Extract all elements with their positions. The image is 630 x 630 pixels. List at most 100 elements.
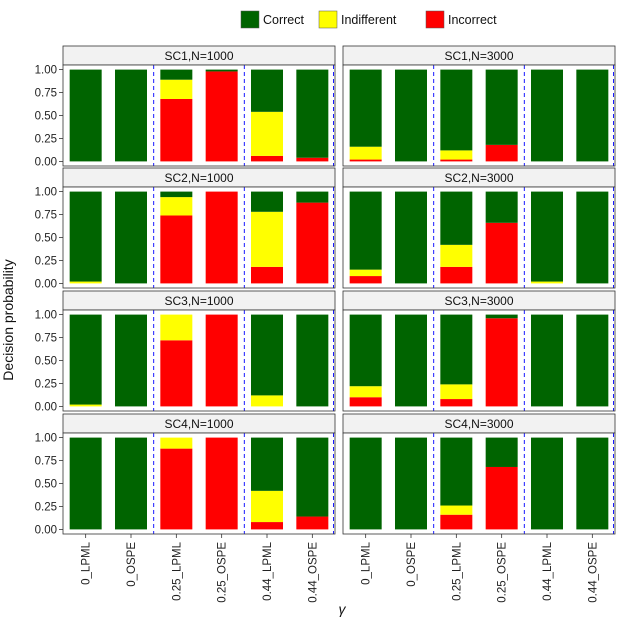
bar-incorrect-0.25_OSPE xyxy=(205,191,238,284)
bar-correct-0.44_LPML xyxy=(531,69,563,162)
bar-correct-0.25_LPML xyxy=(440,191,473,245)
bar-indifferent-0.44_LPML xyxy=(251,211,283,267)
bar-correct-0_OSPE xyxy=(395,314,427,407)
bar-indifferent-0.25_LPML xyxy=(440,150,473,160)
bar-correct-0.44_LPML xyxy=(251,69,283,112)
panel-border xyxy=(342,64,616,167)
bar-correct-0.44_LPML xyxy=(531,314,563,407)
bar-correct-0.44_OSPE xyxy=(296,314,329,407)
bar-indifferent-0.25_LPML xyxy=(160,437,193,449)
bar-correct-0.25_LPML xyxy=(440,314,473,385)
bar-correct-0.44_OSPE xyxy=(576,191,609,284)
bar-correct-0_OSPE xyxy=(115,191,147,284)
panel-label: SC4,N=3000 xyxy=(444,417,513,431)
y-tick-label: 0.75 xyxy=(35,333,57,345)
y-tick-label: 0.25 xyxy=(35,378,57,390)
panel-border xyxy=(342,432,616,535)
bar-incorrect-0_LPML xyxy=(349,397,382,407)
y-tick-label: 1.00 xyxy=(35,433,57,445)
bar-incorrect-0.44_OSPE xyxy=(296,202,329,284)
bar-correct-0_OSPE xyxy=(395,437,427,530)
bar-incorrect-0.44_LPML xyxy=(251,522,283,530)
bar-indifferent-0.25_LPML xyxy=(160,197,193,216)
bar-correct-0.44_LPML xyxy=(531,437,563,530)
bar-correct-0.25_OSPE xyxy=(485,191,518,223)
bar-correct-0.44_OSPE xyxy=(296,437,329,517)
bar-correct-0_OSPE xyxy=(395,69,427,162)
y-axis-title: Decision probability xyxy=(0,259,16,380)
y-tick-label: 0.50 xyxy=(35,356,57,368)
panel-border xyxy=(342,186,616,289)
x-tick-label: 0.25_OSPE xyxy=(497,542,509,603)
bar-correct-0_LPML xyxy=(349,69,382,147)
bar-incorrect-0.25_LPML xyxy=(440,266,473,284)
panel-label: SC2,N=1000 xyxy=(164,171,233,185)
bar-correct-0.44_OSPE xyxy=(576,437,609,530)
bar-indifferent-0.44_LPML xyxy=(531,281,563,284)
bar-correct-0.44_LPML xyxy=(251,437,283,491)
x-tick-label: 0.25_LPML xyxy=(451,541,463,600)
y-tick-label: 0.00 xyxy=(35,278,57,290)
legend-label-indifferent: Indifferent xyxy=(341,13,397,27)
panel-background xyxy=(63,187,335,288)
bar-incorrect-0.25_LPML xyxy=(440,159,473,162)
bar-correct-0.44_OSPE xyxy=(576,314,609,407)
y-tick-label: 0.50 xyxy=(35,111,57,123)
bar-correct-0_LPML xyxy=(69,437,102,530)
bar-correct-0.25_LPML xyxy=(160,69,193,80)
bar-indifferent-0.44_LPML xyxy=(251,490,283,523)
bar-correct-0.25_OSPE xyxy=(485,437,518,467)
panel-label: SC1,N=1000 xyxy=(164,49,233,63)
bar-incorrect-0_LPML xyxy=(349,159,382,162)
x-tick-label: 0.44_OSPE xyxy=(587,542,599,603)
bar-correct-0.25_OSPE xyxy=(485,69,518,145)
panel-label: SC3,N=1000 xyxy=(164,294,233,308)
bar-indifferent-0_LPML xyxy=(69,281,102,284)
x-tick-label: 0_OSPE xyxy=(406,542,418,587)
bar-correct-0.44_LPML xyxy=(251,314,283,396)
bar-incorrect-0.25_LPML xyxy=(160,98,193,162)
bar-indifferent-0.25_LPML xyxy=(440,505,473,515)
bar-correct-0_LPML xyxy=(349,191,382,270)
bar-incorrect-0.25_OSPE xyxy=(485,466,518,530)
bar-correct-0.25_OSPE xyxy=(205,69,238,72)
bar-correct-0.25_LPML xyxy=(160,191,193,198)
y-tick-label: 0.00 xyxy=(35,401,57,413)
bar-incorrect-0.25_LPML xyxy=(160,215,193,284)
panel-label: SC2,N=3000 xyxy=(444,171,513,185)
y-tick-label: 0.75 xyxy=(35,88,57,100)
bar-correct-0.44_OSPE xyxy=(296,191,329,203)
bar-correct-0.44_OSPE xyxy=(576,69,609,162)
bar-correct-0_OSPE xyxy=(395,191,427,284)
x-tick-label: 0.44_OSPE xyxy=(307,542,319,603)
bar-correct-0.25_LPML xyxy=(440,437,473,506)
bar-incorrect-0.44_OSPE xyxy=(296,516,329,530)
panel-background xyxy=(343,187,615,288)
panel-background xyxy=(343,310,615,411)
bar-correct-0_LPML xyxy=(69,314,102,405)
y-tick-label: 0.25 xyxy=(35,255,57,267)
y-tick-label: 1.00 xyxy=(35,310,57,322)
bar-incorrect-0.25_OSPE xyxy=(205,314,238,407)
y-tick-label: 0.50 xyxy=(35,479,57,491)
x-tick-label: 0_LPML xyxy=(81,541,93,584)
legend-swatch-indifferent xyxy=(318,10,338,29)
x-tick-label: 0.25_LPML xyxy=(171,541,183,600)
y-tick-label: 0.00 xyxy=(35,156,57,168)
panel-background xyxy=(63,65,335,166)
bar-incorrect-0.44_LPML xyxy=(251,155,283,162)
legend-label-incorrect: Incorrect xyxy=(448,13,497,27)
x-tick-label: 0.25_OSPE xyxy=(217,542,229,603)
bar-indifferent-0.25_LPML xyxy=(160,314,193,341)
y-tick-label: 0.00 xyxy=(35,524,57,536)
y-tick-label: 0.75 xyxy=(35,456,57,468)
bar-correct-0_LPML xyxy=(349,437,382,530)
panel-background xyxy=(63,433,335,534)
y-tick-label: 0.25 xyxy=(35,133,57,145)
x-tick-label: 0_LPML xyxy=(361,541,373,584)
bar-indifferent-0.44_LPML xyxy=(251,111,283,156)
y-tick-label: 0.50 xyxy=(35,233,57,245)
bar-indifferent-0_LPML xyxy=(69,404,102,407)
